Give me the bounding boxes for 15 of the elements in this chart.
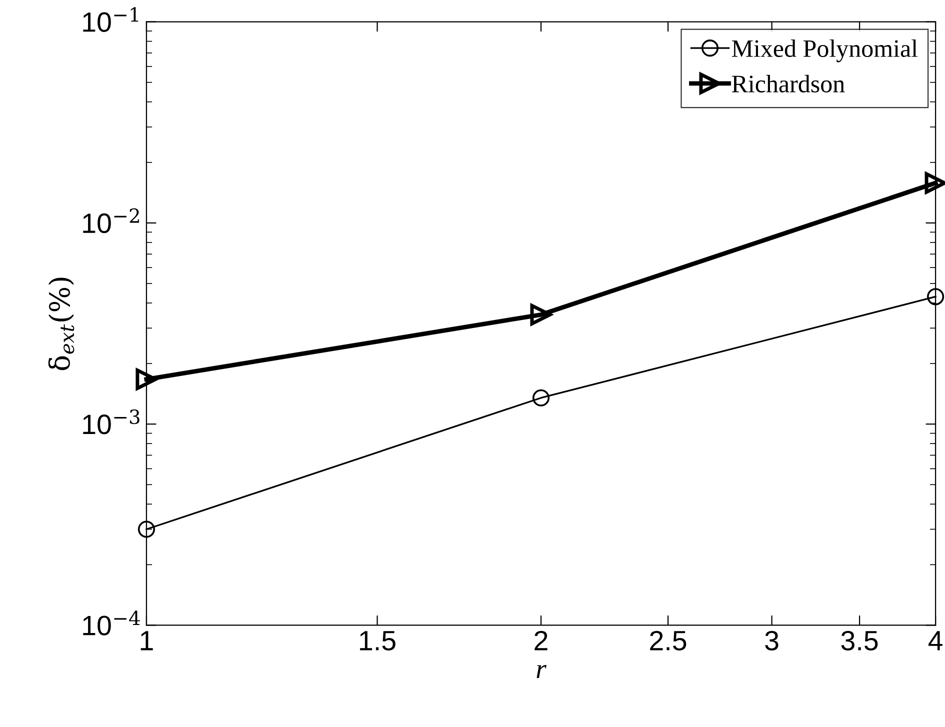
- y-tick-label: 10$^{−1}$: [83, 7, 138, 32]
- y-axis-title: δ$_{ext}$(%): [48, 278, 74, 370]
- x-tick-label: 2: [534, 630, 548, 650]
- x-tick-label: 1: [140, 631, 153, 650]
- x-tick-label: 4: [928, 631, 942, 650]
- x-axis-title: r: [536, 664, 546, 678]
- x-tick-label: 2.5: [650, 630, 686, 650]
- x-tick-label: 3.5: [841, 630, 878, 650]
- y-tick-label: 10$^{−2}$: [83, 208, 139, 234]
- y-tick-label: 10$^{−3}$: [83, 409, 140, 434]
- legend-label: Mixed Polynomial: [732, 39, 918, 62]
- x-tick-label: 1.5: [360, 631, 396, 650]
- legend-label: Richardson: [732, 74, 845, 92]
- x-tick-label: 3: [765, 630, 778, 650]
- y-tick-label: 10$^{−4}$: [83, 610, 140, 636]
